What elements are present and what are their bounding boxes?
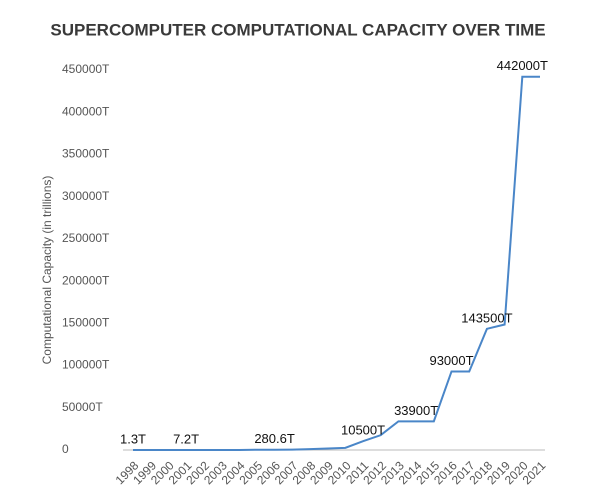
data-label: 280.6T bbox=[254, 431, 295, 446]
data-label: 143500T bbox=[461, 310, 512, 325]
y-tick-label: 150000T bbox=[62, 316, 110, 330]
data-label: 10500T bbox=[341, 423, 385, 438]
chart-title: SUPERCOMPUTER COMPUTATIONAL CAPACITY OVE… bbox=[50, 20, 545, 39]
y-tick-label: 400000T bbox=[62, 104, 110, 118]
data-label: 442000T bbox=[497, 58, 548, 73]
y-tick-label: 200000T bbox=[62, 273, 110, 287]
y-tick-label: 100000T bbox=[62, 358, 110, 372]
data-label: 33900T bbox=[394, 403, 438, 418]
y-tick-label: 350000T bbox=[62, 147, 110, 161]
y-tick-label: 450000T bbox=[62, 62, 110, 76]
data-label: 93000T bbox=[429, 353, 473, 368]
y-tick-label: 300000T bbox=[62, 189, 110, 203]
data-label: 1.3T bbox=[120, 431, 146, 446]
y-axis-label: Computational Capacity (in trillions) bbox=[40, 176, 54, 365]
data-line bbox=[132, 75, 540, 451]
y-tick-label: 250000T bbox=[62, 231, 110, 245]
y-tick-label: 0 bbox=[62, 442, 69, 456]
y-tick-label: 50000T bbox=[62, 400, 103, 414]
data-label: 7.2T bbox=[173, 431, 199, 446]
